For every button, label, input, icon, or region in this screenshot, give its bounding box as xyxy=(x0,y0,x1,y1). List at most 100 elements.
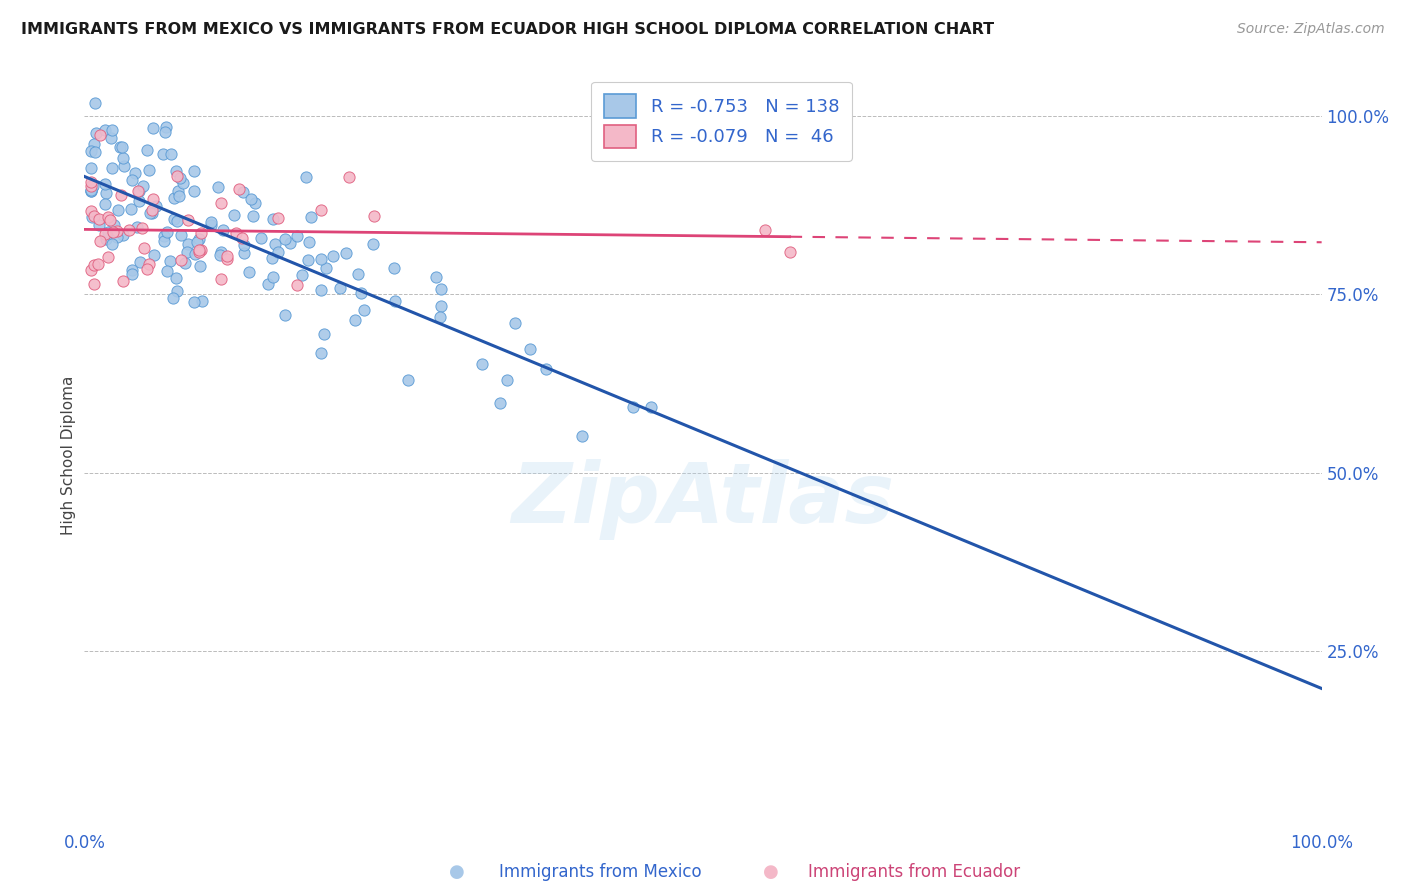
Text: Immigrants from Ecuador: Immigrants from Ecuador xyxy=(808,863,1021,881)
Point xyxy=(217,249,239,263)
Point xyxy=(79,184,101,198)
Point xyxy=(83,136,105,151)
Point xyxy=(233,237,256,252)
Point xyxy=(87,218,110,232)
Point xyxy=(294,169,316,184)
Point xyxy=(242,209,264,223)
Point xyxy=(183,247,205,261)
Point xyxy=(382,260,405,275)
Point xyxy=(121,173,143,187)
Point xyxy=(519,342,541,356)
Point xyxy=(79,178,101,193)
Point xyxy=(121,262,143,277)
Point xyxy=(172,176,194,190)
Point xyxy=(238,265,260,279)
Point xyxy=(183,185,205,199)
Point xyxy=(166,284,188,298)
Text: ZipAtlas: ZipAtlas xyxy=(512,459,894,541)
Point xyxy=(209,272,232,286)
Point xyxy=(128,194,150,209)
Point xyxy=(536,361,558,376)
Point xyxy=(153,228,176,243)
Point xyxy=(152,147,174,161)
Point xyxy=(82,179,104,194)
Point xyxy=(285,277,308,292)
Point xyxy=(188,243,211,257)
Point xyxy=(100,237,122,252)
Point xyxy=(471,358,494,372)
Point xyxy=(105,223,128,237)
Point xyxy=(162,291,184,305)
Text: Immigrants from Mexico: Immigrants from Mexico xyxy=(499,863,702,881)
Point xyxy=(329,280,352,294)
Point xyxy=(232,186,254,200)
Point xyxy=(285,228,308,243)
Point xyxy=(335,245,357,260)
Point xyxy=(495,373,517,387)
Point xyxy=(129,255,152,269)
Point xyxy=(228,182,250,196)
Point xyxy=(176,236,198,251)
Point xyxy=(299,210,322,224)
Point xyxy=(94,122,117,136)
Point xyxy=(166,169,188,183)
Point xyxy=(169,171,191,186)
Point xyxy=(291,268,314,283)
Point xyxy=(384,294,406,309)
Point xyxy=(262,211,284,226)
Point xyxy=(141,206,163,220)
Point xyxy=(142,192,165,206)
Point xyxy=(83,277,105,291)
Point xyxy=(79,204,101,219)
Point xyxy=(127,220,149,235)
Point xyxy=(322,249,344,263)
Point xyxy=(141,202,163,217)
Point xyxy=(264,237,287,252)
Point xyxy=(153,234,176,248)
Point xyxy=(231,230,253,244)
Point xyxy=(163,211,186,226)
Point xyxy=(353,302,375,317)
Point xyxy=(87,211,110,226)
Point xyxy=(159,254,181,268)
Point xyxy=(97,250,120,264)
Point xyxy=(142,248,165,262)
Point xyxy=(101,161,124,175)
Point xyxy=(87,257,110,271)
Point xyxy=(361,236,384,251)
Legend: R = -0.753   N = 138, R = -0.079   N =  46: R = -0.753 N = 138, R = -0.079 N = 46 xyxy=(591,82,852,161)
Point xyxy=(312,327,335,342)
Point xyxy=(217,252,239,267)
Point xyxy=(167,184,190,198)
Point xyxy=(280,235,302,250)
Point xyxy=(297,252,319,267)
Point xyxy=(89,128,111,143)
Point xyxy=(425,270,447,285)
Point xyxy=(138,257,160,271)
Point xyxy=(429,310,451,325)
Point xyxy=(346,267,368,281)
Point xyxy=(93,177,115,191)
Point xyxy=(145,199,167,213)
Point xyxy=(621,400,644,414)
Point xyxy=(503,317,526,331)
Point xyxy=(117,223,139,237)
Point xyxy=(240,192,263,206)
Point xyxy=(105,230,128,244)
Point xyxy=(343,313,366,327)
Point xyxy=(139,206,162,220)
Point xyxy=(97,211,120,225)
Point xyxy=(120,202,142,216)
Point xyxy=(84,95,107,110)
Point xyxy=(274,232,297,246)
Point xyxy=(169,189,191,203)
Point xyxy=(260,252,283,266)
Point xyxy=(222,208,245,222)
Text: Source: ZipAtlas.com: Source: ZipAtlas.com xyxy=(1237,22,1385,37)
Point xyxy=(135,261,157,276)
Point xyxy=(128,184,150,198)
Point xyxy=(83,258,105,272)
Point xyxy=(84,126,107,140)
Point xyxy=(79,184,101,198)
Point xyxy=(132,241,155,255)
